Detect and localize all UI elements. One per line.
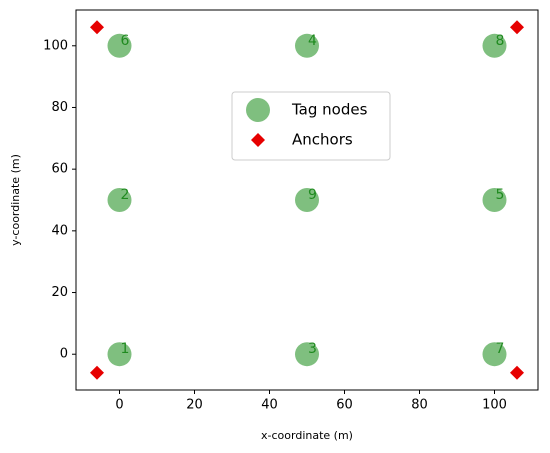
- y-tick-label: 40: [51, 223, 68, 238]
- legend-marker: [251, 133, 265, 147]
- point-label: 9: [308, 187, 317, 203]
- tag-marker: [482, 33, 507, 58]
- tag-marker: [295, 342, 319, 367]
- plot-frame: [75, 9, 539, 391]
- y-axis-label: y-coordinate (m): [9, 154, 22, 246]
- tag-marker: [295, 188, 319, 212]
- tag-marker: [107, 33, 132, 58]
- point-label: 3: [308, 341, 317, 357]
- legend-label: Anchors: [292, 131, 353, 149]
- x-tick-label: 100: [482, 398, 507, 413]
- tag-marker: [482, 188, 507, 212]
- point-label: 4: [308, 33, 317, 49]
- y-tick-label: 20: [51, 285, 68, 300]
- tag-marker: [482, 342, 507, 367]
- x-tick-label: 0: [115, 398, 123, 413]
- point-label: 8: [496, 33, 505, 49]
- point-label: 6: [121, 33, 130, 49]
- x-tick-label: 60: [336, 398, 353, 413]
- point-label: 7: [496, 341, 505, 357]
- tag-marker: [295, 33, 319, 58]
- y-tick-label: 80: [51, 100, 68, 115]
- x-tick-label: 40: [261, 398, 278, 413]
- legend-box: [231, 91, 391, 161]
- anchor-marker: [90, 20, 104, 35]
- legend-label: Tag nodes: [291, 101, 368, 119]
- tag-marker: [107, 342, 132, 367]
- x-tick-label: 80: [411, 398, 428, 413]
- x-axis-label: x-coordinate (m): [261, 429, 353, 442]
- point-label: 2: [121, 187, 130, 203]
- y-tick-label: 100: [43, 38, 68, 53]
- x-tick-label: 20: [186, 398, 203, 413]
- y-tick-label: 60: [51, 162, 68, 177]
- anchor-marker: [510, 20, 524, 35]
- tag-marker: [107, 188, 132, 212]
- legend-marker: [246, 98, 270, 122]
- legend: Tag nodes Anchors: [231, 91, 391, 161]
- anchor-marker: [510, 365, 524, 380]
- point-label: 5: [496, 187, 505, 203]
- point-label: 1: [121, 341, 130, 357]
- anchor-marker: [90, 365, 104, 380]
- y-tick-label: 0: [60, 347, 68, 362]
